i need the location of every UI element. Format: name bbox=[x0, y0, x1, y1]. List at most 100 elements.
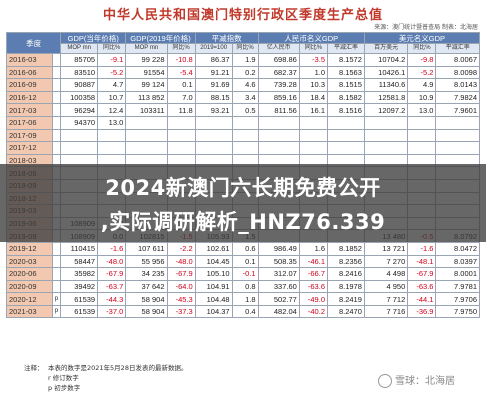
table-row: 2020-12 p 61539 -44.3 58 904 -45.3 104.48 1.8 50… bbox=[6, 292, 480, 306]
revision-mark-cell bbox=[51, 90, 62, 105]
value-cell: 7.9824 bbox=[435, 90, 480, 105]
value-cell: 739.28 bbox=[257, 78, 300, 92]
value-cell: 8.1582 bbox=[327, 90, 365, 105]
value-cell bbox=[298, 115, 329, 130]
value-cell: -44.3 bbox=[97, 292, 127, 306]
value-cell: 39492 bbox=[60, 279, 99, 294]
value-cell: 1.8 bbox=[231, 292, 259, 306]
value-cell: -63.7 bbox=[97, 279, 127, 294]
value-cell: 312.07 bbox=[257, 267, 300, 281]
value-cell: 8.1515 bbox=[327, 78, 365, 92]
value-cell: 811.56 bbox=[257, 103, 300, 117]
value-cell: 859.16 bbox=[257, 90, 300, 105]
value-cell: 99 228 bbox=[125, 53, 168, 67]
value-cell: -63.6 bbox=[298, 279, 329, 294]
value-cell: 4 498 bbox=[363, 267, 409, 281]
value-cell: 91.69 bbox=[194, 78, 233, 92]
value-cell bbox=[231, 128, 259, 143]
value-cell: 7 270 bbox=[363, 254, 409, 269]
value-cell bbox=[327, 115, 365, 130]
value-cell: 103311 bbox=[125, 103, 168, 117]
value-cell bbox=[257, 128, 300, 143]
subheader-cell: 平减汇率 bbox=[435, 43, 480, 54]
value-cell: -2.2 bbox=[166, 241, 196, 256]
subheader-cell: 同比% bbox=[407, 43, 437, 54]
quarter-cell: 2018-03 bbox=[6, 153, 53, 168]
table-row: 2018-03 bbox=[6, 153, 480, 168]
value-cell: -5.2 bbox=[407, 65, 437, 80]
subheader-cell: MOP mn bbox=[125, 43, 168, 54]
quarter-cell: 2017-03 bbox=[6, 103, 53, 117]
table-row: 2020-09 39492 -63.7 37 642 -64.0 104.91 0.8 337… bbox=[6, 279, 480, 294]
deflator-header: 平减指数 bbox=[194, 32, 259, 44]
value-cell bbox=[257, 115, 300, 130]
value-cell: 8.1852 bbox=[327, 241, 365, 256]
gdp-current-header: GDP(当年价格) bbox=[60, 32, 127, 44]
table-row: 2017-12 bbox=[6, 141, 480, 155]
value-cell: -9.1 bbox=[97, 53, 127, 67]
value-cell: 58447 bbox=[60, 254, 99, 269]
value-cell: 8.2416 bbox=[327, 267, 365, 281]
snowball-logo-icon bbox=[378, 374, 392, 388]
value-cell: 337.60 bbox=[257, 279, 300, 294]
value-cell: 4.7 bbox=[97, 78, 127, 92]
value-cell bbox=[60, 141, 99, 155]
table-row: 2021-03 p 61539 -37.0 58 904 -37.3 104.37 0.4 48… bbox=[6, 304, 480, 319]
quarter-cell: 2020-06 bbox=[6, 267, 53, 281]
usd-gdp-header: 美元名义GDP bbox=[363, 32, 481, 44]
revision-mark-cell: p bbox=[51, 292, 62, 306]
value-cell: 110415 bbox=[60, 241, 99, 256]
value-cell bbox=[231, 115, 259, 130]
revision-mark-cell bbox=[51, 65, 62, 80]
value-cell: 90887 bbox=[60, 78, 99, 92]
table-row: 2016-09 90887 4.7 99 124 0.1 91.69 4.6 739.28 10… bbox=[6, 78, 480, 92]
value-cell bbox=[125, 141, 168, 155]
value-cell: -46.1 bbox=[298, 254, 329, 269]
value-cell: -36.9 bbox=[407, 304, 437, 319]
value-cell: 61539 bbox=[60, 304, 99, 319]
table-row: 2016-06 83510 -5.2 91554 -5.4 91.21 0.2 682.37 1… bbox=[6, 65, 480, 80]
subheader-cell: 同比% bbox=[166, 43, 196, 54]
value-cell: -67.9 bbox=[166, 267, 196, 281]
value-cell: -37.0 bbox=[97, 304, 127, 319]
table-row: 2016-12 100358 10.7 113 852 7.0 88.15 3.4 859.1… bbox=[6, 90, 480, 105]
revision-mark-cell bbox=[51, 53, 62, 67]
revision-mark-cell bbox=[51, 241, 62, 256]
table-row: 2017-06 94370 13.0 bbox=[6, 115, 480, 130]
value-cell bbox=[194, 115, 233, 130]
value-cell: -49.0 bbox=[298, 292, 329, 306]
value-cell bbox=[298, 128, 329, 143]
value-cell: 4 950 bbox=[363, 279, 409, 294]
value-cell: -0.1 bbox=[231, 267, 259, 281]
note-line-1: 注释： 本表的数字是2021年5月28日发表的最新数据。 bbox=[24, 363, 187, 373]
subheader-cell: 同比% bbox=[97, 43, 127, 54]
value-cell: 10.9 bbox=[407, 90, 437, 105]
value-cell: 8.0067 bbox=[435, 53, 480, 67]
banner-overlay bbox=[0, 164, 486, 242]
value-cell: 698.86 bbox=[257, 53, 300, 67]
quarter-cell: 2017-12 bbox=[6, 141, 53, 155]
revision-mark-cell bbox=[51, 103, 62, 117]
notes-label: 注释： bbox=[24, 364, 44, 372]
value-cell: 104.48 bbox=[194, 292, 233, 306]
value-cell: 11.8 bbox=[166, 103, 196, 117]
note-text-2: r 修订数字 bbox=[48, 374, 79, 382]
value-cell: 7.9750 bbox=[435, 304, 480, 319]
value-cell: 7.9706 bbox=[435, 292, 480, 306]
revision-mark-cell bbox=[51, 254, 62, 269]
value-cell: 1.0 bbox=[298, 65, 329, 80]
revision-mark-cell bbox=[51, 141, 62, 155]
value-cell bbox=[125, 128, 168, 143]
value-cell: 482.04 bbox=[257, 304, 300, 319]
value-cell: 55 956 bbox=[125, 254, 168, 269]
value-cell: -66.7 bbox=[298, 267, 329, 281]
value-cell: 105.10 bbox=[194, 267, 233, 281]
revision-mark-cell bbox=[51, 267, 62, 281]
revision-mark-cell bbox=[51, 128, 62, 143]
revision-mark-cell bbox=[51, 78, 62, 92]
value-cell: 4.6 bbox=[231, 78, 259, 92]
value-cell: -64.0 bbox=[166, 279, 196, 294]
value-cell: 8.0001 bbox=[435, 267, 480, 281]
value-cell: 37 642 bbox=[125, 279, 168, 294]
value-cell: -5.4 bbox=[166, 65, 196, 80]
